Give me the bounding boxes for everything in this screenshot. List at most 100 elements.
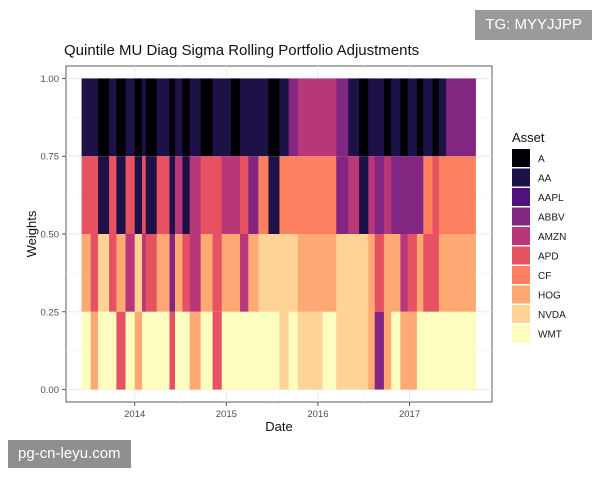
band-amzn bbox=[308, 78, 323, 157]
band-abbv bbox=[336, 156, 349, 234]
watermark-bottom: pg-cn-leyu.com bbox=[8, 440, 131, 468]
legend-swatch-hog bbox=[512, 285, 530, 304]
band-aa bbox=[109, 78, 117, 157]
band-aa bbox=[169, 156, 176, 234]
band-aa bbox=[212, 78, 223, 157]
legend-label-cf: CF bbox=[538, 271, 551, 282]
band-hog bbox=[383, 234, 392, 312]
band-apd bbox=[81, 156, 92, 234]
band-wmt bbox=[221, 311, 232, 390]
band-wmt bbox=[200, 311, 213, 390]
band-hog bbox=[455, 234, 464, 312]
band-aa bbox=[116, 156, 126, 234]
band-hog bbox=[368, 311, 376, 390]
band-wmt bbox=[432, 311, 440, 390]
band-apd bbox=[109, 234, 117, 312]
band-aa bbox=[248, 78, 259, 157]
band-wmt bbox=[230, 311, 241, 390]
band-wmt bbox=[109, 311, 117, 390]
legend-swatch-aa bbox=[512, 168, 530, 187]
band-cf bbox=[455, 156, 464, 234]
legend-swatch-apd bbox=[512, 246, 530, 265]
band-apd bbox=[212, 156, 223, 234]
band-aa bbox=[134, 156, 143, 234]
band-abbv bbox=[374, 311, 385, 390]
band-wmt bbox=[240, 311, 249, 390]
x-tick-label: 2016 bbox=[307, 409, 328, 420]
band-nvda bbox=[279, 311, 290, 390]
band-apd bbox=[407, 234, 418, 312]
x-tick-label: 2015 bbox=[216, 409, 237, 420]
band-amzn bbox=[297, 78, 310, 157]
band-abbv bbox=[248, 156, 259, 234]
band-a bbox=[134, 78, 143, 157]
band-nvda bbox=[288, 234, 299, 312]
band-abbv bbox=[446, 78, 456, 157]
band-aa bbox=[142, 78, 147, 157]
band-aa bbox=[348, 78, 360, 157]
band-cf bbox=[297, 156, 310, 234]
band-aa bbox=[221, 78, 232, 157]
band-hog bbox=[175, 234, 183, 312]
band-aa bbox=[156, 78, 170, 157]
band-abbv bbox=[288, 78, 299, 157]
band-cf bbox=[288, 156, 299, 234]
y-tick-label: 0.25 bbox=[41, 307, 60, 318]
band-cf bbox=[438, 156, 447, 234]
band-apd bbox=[432, 156, 440, 234]
band-apd bbox=[90, 234, 99, 312]
band-a bbox=[416, 78, 424, 157]
legend-swatch-a bbox=[512, 149, 530, 167]
band-apd bbox=[142, 156, 147, 234]
y-tick-label: 0.00 bbox=[41, 385, 60, 396]
band-wmt bbox=[258, 311, 269, 390]
band-hog bbox=[221, 234, 232, 312]
band-apd bbox=[182, 234, 191, 312]
band-aa bbox=[374, 78, 385, 157]
band-abbv bbox=[374, 156, 385, 234]
band-aa bbox=[258, 78, 269, 157]
legend-swatch-aapl bbox=[512, 188, 530, 206]
x-tick-label: 2014 bbox=[124, 409, 145, 420]
band-amzn bbox=[368, 156, 376, 234]
band-aa bbox=[279, 78, 290, 157]
band-abbv bbox=[336, 78, 349, 157]
band-hog bbox=[438, 234, 447, 312]
band-hog bbox=[230, 234, 241, 312]
band-a bbox=[359, 78, 369, 157]
legend-label-nvda: NVDA bbox=[538, 310, 566, 321]
band-aa bbox=[182, 156, 191, 234]
band-aa bbox=[189, 78, 202, 157]
band-apd bbox=[156, 156, 170, 234]
band-amzn bbox=[240, 234, 249, 312]
band-wmt bbox=[182, 311, 191, 390]
band-wmt bbox=[81, 311, 92, 390]
band-hog bbox=[368, 234, 376, 312]
band-a bbox=[383, 78, 392, 157]
band-a bbox=[169, 78, 176, 157]
band-amzn bbox=[142, 234, 147, 312]
x-tick-label: 2017 bbox=[399, 409, 420, 420]
band-wmt bbox=[423, 311, 433, 390]
band-amzn bbox=[322, 78, 337, 157]
band-cf bbox=[446, 156, 456, 234]
band-nvda bbox=[98, 234, 110, 312]
legend-swatch-amzn bbox=[512, 227, 530, 245]
band-apd bbox=[109, 156, 117, 234]
band-nvda bbox=[134, 234, 143, 312]
band-wmt bbox=[125, 311, 136, 390]
band-hog bbox=[200, 234, 213, 312]
band-cf bbox=[258, 156, 269, 234]
y-axis-ticks: 0.00 0.25 0.50 0.75 1.00 bbox=[41, 74, 66, 396]
band-aa bbox=[423, 78, 433, 157]
legend-label-hog: HOG bbox=[538, 291, 561, 302]
band-wmt bbox=[142, 311, 147, 390]
band-apd bbox=[169, 311, 176, 390]
watermark-top: TG: MYYJJPP bbox=[475, 10, 592, 40]
band-apd bbox=[125, 156, 136, 234]
band-amzn bbox=[189, 156, 202, 234]
band-hog bbox=[407, 311, 418, 390]
x-axis-title: Date bbox=[265, 419, 292, 434]
band-aa bbox=[438, 78, 447, 157]
band-aa bbox=[125, 78, 136, 157]
